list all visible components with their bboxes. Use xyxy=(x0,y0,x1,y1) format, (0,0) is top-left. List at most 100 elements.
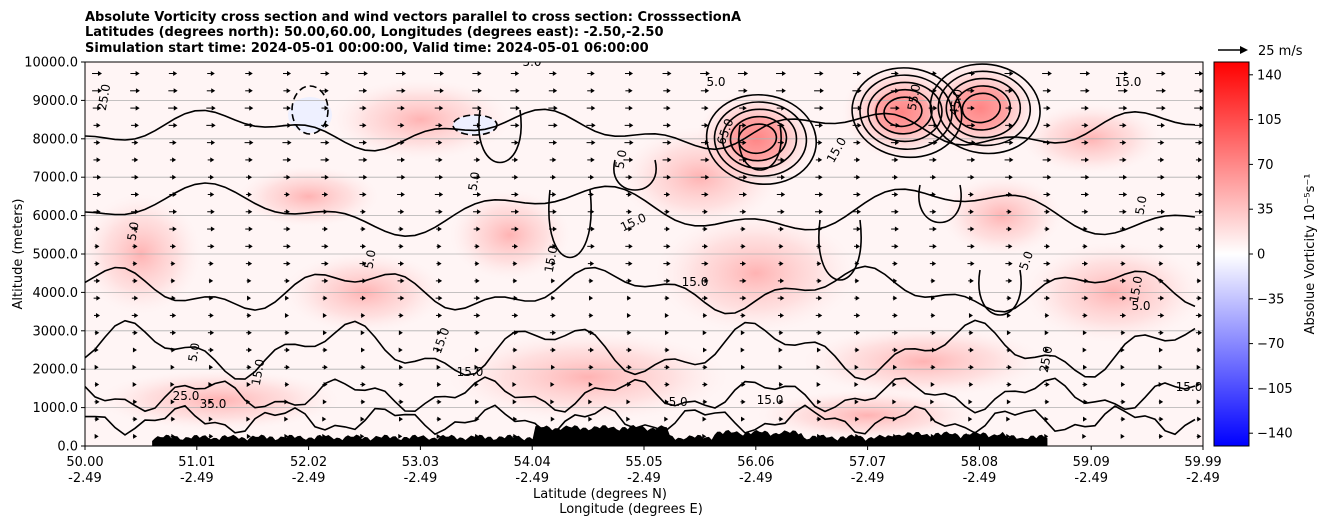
wind-vector-head xyxy=(817,433,822,439)
wind-vector-head xyxy=(552,157,557,163)
wind-vector-head xyxy=(361,312,366,318)
wind-vector-head xyxy=(591,122,596,128)
wind-vector-head xyxy=(210,71,215,77)
y-axis: 0.0 1000.0 2000.0 3000.0 4000.0 5000.0 6000.0 7… xyxy=(24,56,85,455)
wind-vector-head xyxy=(628,88,633,94)
y-tick-label: 5000.0 xyxy=(33,248,79,263)
wind-vector-head xyxy=(400,295,405,301)
wind-vector-head xyxy=(1198,191,1203,197)
wind-vector-head xyxy=(95,416,100,422)
wind-vector-head xyxy=(398,416,403,422)
wind-vector-head xyxy=(285,278,290,284)
wind-vector-head xyxy=(323,226,328,232)
contour-label: 5.0 xyxy=(706,75,725,89)
contour-ring xyxy=(953,85,1012,131)
wind-vector-head xyxy=(1083,243,1088,249)
wind-vector-head xyxy=(589,312,594,318)
wind-vector-head xyxy=(969,295,974,301)
wind-vector-head xyxy=(629,71,634,77)
wind-vector-head xyxy=(931,347,936,353)
wind-vector-head xyxy=(173,122,178,128)
wind-vector-head xyxy=(1008,243,1013,249)
wind-vector-head xyxy=(361,226,366,232)
wind-vector-head xyxy=(968,416,973,422)
wind-vector-head xyxy=(817,243,822,249)
wind-vector-head xyxy=(172,191,177,197)
wind-vector-head xyxy=(552,209,557,215)
wind-vector-head xyxy=(1160,209,1165,215)
wind-vector-head xyxy=(703,243,708,249)
wind-vector-head xyxy=(702,330,707,336)
wind-vector-head xyxy=(210,191,215,197)
wind-vector-head xyxy=(438,140,443,146)
wind-vector-head xyxy=(665,347,670,353)
wind-vector-head xyxy=(1006,416,1011,422)
x-tick-label-longitude: -2.49 xyxy=(515,471,549,486)
x-tick-label-longitude: -2.49 xyxy=(627,471,661,486)
wind-vector-head xyxy=(702,416,707,422)
wind-vector-head xyxy=(1006,399,1011,405)
wind-vector-head xyxy=(249,105,254,111)
wind-vector-head xyxy=(895,122,900,128)
wind-vector-head xyxy=(437,382,442,388)
wind-vector-head xyxy=(1082,347,1087,353)
wind-vector-head xyxy=(400,278,405,284)
wind-vector-head xyxy=(779,261,784,267)
wind-vector-head xyxy=(1085,174,1090,180)
wind-vector-head xyxy=(1158,364,1163,370)
wind-vector-head xyxy=(704,261,709,267)
wind-vector-head xyxy=(171,243,176,249)
colorbar-tick-label: 140 xyxy=(1257,68,1282,83)
wind-vector-head xyxy=(626,399,631,405)
wind-vector-head xyxy=(1008,261,1013,267)
wind-vector-head xyxy=(741,312,746,318)
wind-vector-head xyxy=(551,261,556,267)
wind-vector-head xyxy=(1123,191,1128,197)
wind-vector-head xyxy=(971,157,976,163)
wind-vector-head xyxy=(248,226,253,232)
wind-vector-head xyxy=(247,330,252,336)
wind-vector-head xyxy=(360,416,365,422)
wind-vector-head xyxy=(665,209,670,215)
wind-vector-head xyxy=(135,191,140,197)
wind-vector-head xyxy=(704,105,709,111)
wind-vector-head xyxy=(627,347,632,353)
wind-vector-head xyxy=(436,364,441,370)
wind-vector-head xyxy=(895,105,900,111)
wind-vector-head xyxy=(475,278,480,284)
colorbar-gradient xyxy=(1213,61,1250,447)
wind-vector-head xyxy=(96,122,101,128)
wind-vector-head xyxy=(856,312,861,318)
wind-vector-head xyxy=(969,347,974,353)
contour-label: 5.0 xyxy=(362,249,379,270)
wind-vector-head xyxy=(1198,226,1203,232)
wind-vector-head xyxy=(970,88,975,94)
contour-label: 5.0 xyxy=(186,342,203,363)
wind-vector-head xyxy=(1160,157,1165,163)
wind-vector-head xyxy=(1159,399,1164,405)
wind-vector-head xyxy=(1122,140,1127,146)
wind-vector-head xyxy=(893,312,898,318)
wind-vector-head xyxy=(1196,399,1201,405)
wind-vector-head xyxy=(627,209,632,215)
wind-vector-head xyxy=(287,122,292,128)
wind-vector-head xyxy=(666,88,671,94)
wind-vector-head xyxy=(362,105,367,111)
wind-vector-head xyxy=(513,278,518,284)
wind-vector-head xyxy=(893,295,898,301)
wind-vector-head xyxy=(932,261,937,267)
wind-vector-head xyxy=(475,399,480,405)
wind-vector-head xyxy=(209,261,214,267)
wind-vector-head xyxy=(134,157,139,163)
wind-vector-head xyxy=(514,330,519,336)
wind-vector-head xyxy=(590,226,595,232)
title-line-1: Absolute Vorticity cross section and win… xyxy=(85,10,741,25)
wind-vector-head xyxy=(1047,71,1052,77)
wind-vector-head xyxy=(1083,399,1088,405)
wind-vector-head xyxy=(627,330,632,336)
wind-vector-head xyxy=(816,382,821,388)
wind-vector-head xyxy=(475,261,480,267)
wind-vector-head xyxy=(208,399,213,405)
contour-label: 15.0 xyxy=(457,365,484,379)
wind-vector-head xyxy=(1158,347,1163,353)
